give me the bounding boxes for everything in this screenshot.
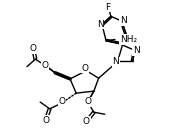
Text: N: N xyxy=(133,46,140,55)
Text: N: N xyxy=(112,57,119,66)
Text: O: O xyxy=(82,64,88,73)
Text: O: O xyxy=(41,61,48,70)
Text: F: F xyxy=(106,3,111,12)
Text: O: O xyxy=(58,98,65,106)
Text: O: O xyxy=(84,98,91,106)
Text: N: N xyxy=(97,20,103,29)
Text: O: O xyxy=(30,44,37,53)
Text: O: O xyxy=(43,116,50,125)
Text: NH₂: NH₂ xyxy=(120,35,137,44)
Text: N: N xyxy=(120,16,127,25)
Text: O: O xyxy=(83,117,90,126)
